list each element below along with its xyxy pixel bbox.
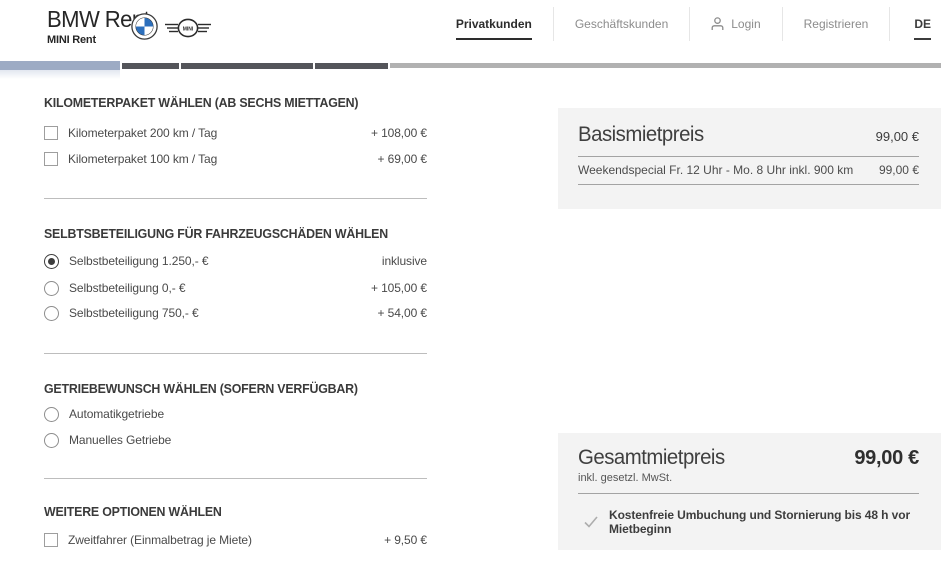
base-price-card: Basismietpreis 99,00 € Weekendspecial Fr… [558,108,941,209]
nav-privatkunden[interactable]: Privatkunden [435,17,553,40]
vat-note: inkl. gesetzl. MwSt. [578,472,673,484]
checkbox[interactable] [44,152,58,166]
section-title-weitere-optionen: WEITERE OPTIONEN WÄHLEN [44,505,222,519]
section-title-selbstbeteiligung: SELBTSBETEILIGUNG FÜR FAHRZEUGSCHÄDEN WÄ… [44,227,388,241]
section-divider [44,353,427,354]
nav-separator [889,7,891,41]
base-price-title: Basismietpreis [578,123,704,146]
option-manuelles-getriebe[interactable]: Manuelles Getriebe [44,431,427,449]
language-selector[interactable]: DE [890,17,941,40]
radio[interactable] [44,280,59,296]
nav-separator [689,7,691,41]
radio[interactable] [44,406,59,422]
header: BMW Rent MINI Rent MINI [0,0,941,56]
base-price-value: 99,00 € [875,129,919,144]
option-selbstbeteiligung-0[interactable]: Selbstbeteiligung 0,- € + 105,00 € [44,279,427,297]
svg-text:MINI: MINI [183,26,194,32]
person-icon [711,17,724,31]
card-divider [578,493,919,494]
option-automatikgetriebe[interactable]: Automatikgetriebe [44,405,427,423]
step-bar-current-glow [0,70,120,79]
radio[interactable] [44,432,59,448]
mini-logo-icon: MINI [165,17,211,44]
step-bar-2[interactable] [122,63,179,69]
step-bar-track [390,63,941,68]
checkbox[interactable] [44,533,58,547]
option-zweitfahrer[interactable]: Zweitfahrer (Einmalbetrag je Miete) + 9,… [44,531,427,549]
section-divider [44,198,427,199]
option-kilometerpaket-100[interactable]: Kilometerpaket 100 km / Tag + 69,00 € [44,150,427,168]
nav-login[interactable]: Login [690,17,781,31]
section-divider [44,478,427,479]
total-price-card: Gesamtmietpreis 99,00 € inkl. gesetzl. M… [558,433,941,550]
option-selbstbeteiligung-1250[interactable]: Selbstbeteiligung 1.250,- € inklusive [44,252,427,270]
bmw-roundel-icon [131,13,158,45]
total-price-title: Gesamtmietpreis [578,446,725,469]
base-price-line-item: Weekendspecial Fr. 12 Uhr - Mo. 8 Uhr in… [578,163,919,177]
radio[interactable] [44,305,59,321]
option-kilometerpaket-200[interactable]: Kilometerpaket 200 km / Tag + 108,00 € [44,124,427,142]
radio[interactable] [44,253,59,269]
nav-separator [552,7,554,41]
card-divider [578,184,919,185]
benefit-row: Kostenfreie Umbuchung und Stornierung bi… [578,508,919,536]
option-selbstbeteiligung-750[interactable]: Selbstbeteiligung 750,- € + 54,00 € [44,304,427,322]
nav-separator [781,7,783,41]
step-bar-current[interactable] [0,61,120,70]
section-title-getriebewunsch: GETRIEBEWUNSCH WÄHLEN (SOFERN VERFÜGBAR) [44,382,358,396]
step-bar-4[interactable] [315,63,388,69]
check-icon [584,516,598,528]
total-price-value: 99,00 € [854,447,919,469]
step-bar-3[interactable] [181,63,313,69]
main-nav: Privatkunden Geschäftskunden Login Regis… [435,0,941,48]
section-title-kilometerpaket: KILOMETERPAKET WÄHLEN (AB SECHS MIETTAGE… [44,96,359,110]
checkbox[interactable] [44,126,58,140]
options-column: KILOMETERPAKET WÄHLEN (AB SECHS MIETTAGE… [44,0,427,566]
nav-registrieren[interactable]: Registrieren [803,17,869,31]
card-divider [578,156,919,157]
mini-rent-wordmark: MINI Rent [47,34,96,46]
nav-geschaeftskunden[interactable]: Geschäftskunden [574,17,669,31]
